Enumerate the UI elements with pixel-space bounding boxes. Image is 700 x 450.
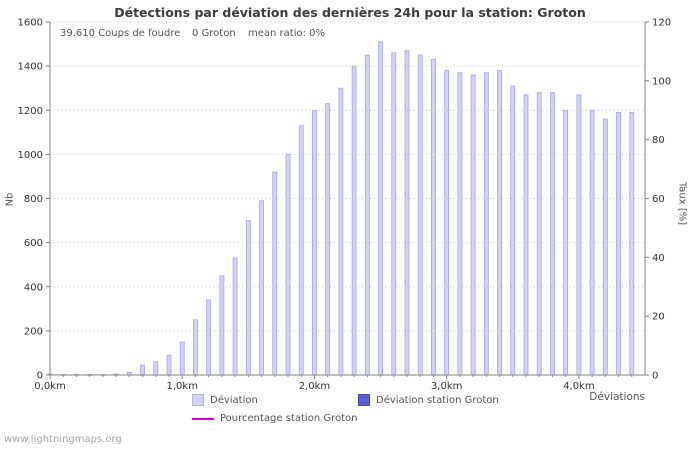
legend-label-percentage: Pourcentage station Groton — [220, 413, 358, 424]
tick-label: 3,0km — [431, 381, 462, 392]
deviation-swatch-icon — [192, 394, 204, 406]
deviation-bar — [338, 87, 344, 376]
tick-label: 60 — [652, 194, 665, 205]
deviation-bar — [232, 257, 238, 376]
tick-label: 2,0km — [299, 381, 330, 392]
legend-item-percentage: Pourcentage station Groton — [192, 413, 357, 424]
tick-label: 1200 — [18, 106, 43, 117]
percentage-line-swatch-icon — [192, 417, 214, 420]
deviation-bar — [391, 52, 397, 376]
tick-label: 100 — [652, 76, 671, 87]
deviation-bar — [298, 125, 304, 376]
deviation-bar — [497, 70, 502, 376]
deviation-bar — [431, 59, 436, 376]
deviation-bar — [179, 341, 185, 376]
deviation-bar — [351, 65, 357, 376]
deviation-bar — [563, 109, 569, 376]
deviation-bar — [523, 94, 529, 376]
tick-label: 600 — [24, 238, 43, 249]
strikes-count-annotation: 39.610 Coups de foudre — [60, 28, 181, 39]
deviation-bar — [550, 92, 555, 376]
watermark-link[interactable]: www.lightningmaps.org — [4, 434, 122, 445]
chart-title: Détections par déviation des dernières 2… — [114, 5, 586, 20]
deviation-bar — [629, 112, 635, 376]
tick-label: 40 — [652, 253, 665, 264]
mean-ratio-annotation: mean ratio: 0% — [248, 28, 326, 39]
legend-item-deviation: Déviation — [192, 394, 258, 406]
station-count-annotation: 0 Groton — [192, 28, 236, 39]
tick-label: 1,0km — [167, 381, 198, 392]
deviation-bar — [444, 70, 450, 376]
deviation-bar — [536, 92, 542, 376]
tick-label: 400 — [24, 282, 43, 293]
deviation-bar — [259, 200, 264, 376]
tick-label: 0,0km — [34, 381, 65, 392]
deviation-bar — [576, 94, 582, 376]
deviation-bar — [602, 118, 608, 376]
y-axis-label-right: Taux [%] — [676, 181, 688, 226]
tick-label: 1600 — [18, 18, 43, 29]
deviation-bar — [483, 72, 489, 376]
deviation-bar — [457, 72, 463, 376]
deviation-bar — [510, 85, 516, 376]
tick-label: 120 — [652, 18, 671, 29]
deviation-bar — [364, 54, 370, 376]
deviation-bar — [166, 354, 172, 376]
deviation-bar — [616, 112, 621, 376]
tick-label: 1000 — [18, 150, 43, 161]
deviation-bar — [325, 103, 331, 376]
deviation-bar — [285, 153, 291, 376]
legend-label-station-deviation: Déviation station Groton — [376, 394, 499, 406]
deviation-bar — [378, 41, 383, 376]
tick-label: 20 — [652, 312, 665, 323]
legend-item-station-deviation: Déviation station Groton — [358, 394, 499, 406]
tick-label: 0 — [652, 371, 658, 382]
deviation-bar — [245, 220, 251, 376]
deviation-bar — [312, 109, 317, 376]
deviation-bar — [470, 74, 476, 376]
tick-label: 800 — [24, 194, 43, 205]
tick-label: 0 — [37, 371, 43, 382]
deviation-bar — [219, 275, 225, 376]
legend-label-deviation: Déviation — [210, 394, 258, 406]
deviation-bar — [417, 54, 423, 376]
deviation-bar — [404, 50, 410, 376]
deviation-bar — [206, 299, 212, 376]
x-axis-label: Déviations — [589, 391, 645, 403]
tick-label: 1400 — [18, 62, 43, 73]
deviation-bar — [153, 361, 159, 376]
deviation-bar — [140, 364, 145, 376]
station-deviation-swatch-icon — [358, 394, 370, 406]
deviation-bar — [193, 319, 198, 376]
y-axis-label-left: Nb — [4, 192, 16, 207]
tick-label: 200 — [24, 326, 43, 337]
deviation-bar — [272, 171, 278, 376]
tick-label: 4,0km — [563, 381, 594, 392]
tick-label: 80 — [652, 135, 665, 146]
deviation-bar — [589, 109, 595, 376]
